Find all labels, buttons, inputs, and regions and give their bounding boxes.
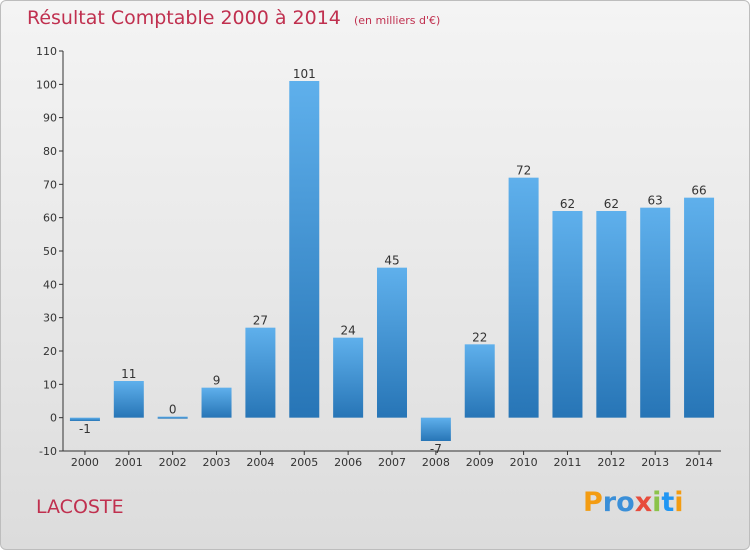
y-tick-label: -10 <box>39 445 57 458</box>
chart-subtitle: (en milliers d'€) <box>353 14 441 27</box>
data-label: 62 <box>560 197 575 211</box>
chart-bars <box>69 81 715 441</box>
logo-letter: x <box>634 487 653 518</box>
x-tick-label: 2002 <box>159 456 187 469</box>
data-label: 101 <box>293 67 316 81</box>
chart-data-labels: -1 11 0 9 27 101 24 45 -7 22 72 62 62 63 66 <box>79 67 707 456</box>
bar <box>69 417 100 421</box>
y-tick-label: 10 <box>43 378 57 391</box>
bar <box>508 177 539 418</box>
y-tick-label: 90 <box>43 112 57 125</box>
data-label: 22 <box>472 330 487 344</box>
x-tick-label: 2012 <box>597 456 625 469</box>
y-tick-label: 110 <box>36 45 57 58</box>
x-tick-label: 2005 <box>290 456 318 469</box>
y-tick-label: 100 <box>36 78 57 91</box>
x-tick-label: 2011 <box>553 456 581 469</box>
bar <box>113 381 144 418</box>
data-label: 9 <box>213 374 221 388</box>
bar <box>201 387 232 418</box>
logo-letter: t <box>661 487 675 518</box>
bar <box>420 417 451 441</box>
data-label: 27 <box>253 314 268 328</box>
data-label: -1 <box>79 422 91 436</box>
data-label: 62 <box>604 197 619 211</box>
logo-letter: r <box>602 487 617 518</box>
logo-letter: P <box>583 487 603 518</box>
logo-letter: o <box>616 487 635 518</box>
data-label: 66 <box>691 184 706 198</box>
data-label: 11 <box>121 367 136 381</box>
x-tick-label: 2003 <box>203 456 231 469</box>
x-tick-label: 2013 <box>641 456 669 469</box>
bar <box>684 197 715 418</box>
proxiti-logo: Proxiti <box>583 487 684 518</box>
data-label: 24 <box>340 324 355 338</box>
logo-letter: i <box>674 487 684 518</box>
bar <box>464 344 495 418</box>
y-tick-label: 50 <box>43 245 57 258</box>
x-tick-label: 2000 <box>71 456 99 469</box>
y-tick-label: 70 <box>43 178 57 191</box>
data-label: 0 <box>169 403 177 417</box>
bar <box>333 337 364 418</box>
x-tick-label: 2007 <box>378 456 406 469</box>
x-tick-label: 2004 <box>246 456 274 469</box>
y-tick-label: 80 <box>43 145 57 158</box>
bar <box>552 211 583 418</box>
chart-title: Résultat Comptable 2000 à 2014 <box>27 7 341 29</box>
bar <box>377 267 407 418</box>
x-tick-label: 2001 <box>115 456 143 469</box>
x-tick-label: 2006 <box>334 456 362 469</box>
bar <box>289 81 320 418</box>
y-tick-label: 40 <box>43 278 57 291</box>
bar <box>157 416 188 419</box>
bar <box>245 327 276 418</box>
data-label: 45 <box>384 254 399 268</box>
chart-title-block: Résultat Comptable 2000 à 2014 (en milli… <box>27 7 440 29</box>
y-tick-label: 0 <box>50 412 57 425</box>
logo-letter: i <box>652 487 662 518</box>
y-tick-label: 30 <box>43 312 57 325</box>
y-tick-label: 20 <box>43 345 57 358</box>
bar <box>640 207 671 418</box>
x-tick-label: 2010 <box>510 456 538 469</box>
data-label: -7 <box>430 442 442 456</box>
x-tick-label: 2008 <box>422 456 450 469</box>
commune-name: LACOSTE <box>36 496 124 518</box>
x-tick-label: 2014 <box>685 456 713 469</box>
x-tick-label: 2009 <box>466 456 494 469</box>
data-label: 63 <box>648 194 663 208</box>
y-tick-label: 60 <box>43 212 57 225</box>
bar <box>596 211 627 418</box>
data-label: 72 <box>516 164 531 178</box>
